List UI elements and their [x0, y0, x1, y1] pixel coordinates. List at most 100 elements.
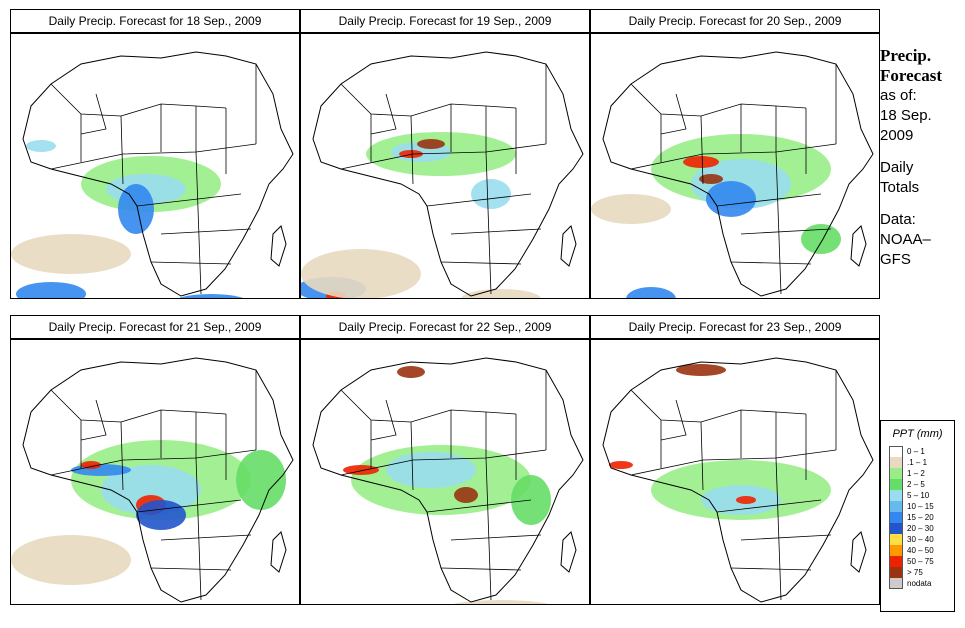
- country-border: [340, 449, 547, 476]
- legend-title: PPT (mm): [892, 428, 943, 440]
- country-border: [485, 151, 492, 295]
- heading-line1: Precip.: [880, 46, 932, 65]
- legend-label: .1 – 1: [907, 458, 928, 467]
- legend-rows: 0 – 1 .1 – 1 1 – 2 2 – 5 5 – 10 10 – 15 15 – 2…: [881, 446, 954, 589]
- precip-area: [101, 465, 201, 515]
- country-border: [50, 389, 227, 423]
- legend-item: 30 – 40: [889, 534, 954, 545]
- country-border: [716, 193, 822, 207]
- legend-swatch: [889, 479, 903, 490]
- totals-line1: Daily: [880, 159, 914, 176]
- legend-swatch: [889, 567, 903, 578]
- africa-coastline: [22, 51, 294, 297]
- precip-area: [676, 364, 726, 376]
- country-border: [120, 421, 124, 491]
- legend-swatch: [889, 534, 903, 545]
- country-border: [716, 499, 822, 513]
- legend-swatch: [889, 468, 903, 479]
- legend-label: 30 – 40: [907, 535, 934, 544]
- country-border: [440, 261, 522, 265]
- legend-item: 50 – 75: [889, 556, 954, 567]
- country-border: [660, 399, 687, 441]
- precip-area: [461, 289, 541, 298]
- precip-area: [136, 500, 186, 530]
- country-border: [150, 261, 232, 265]
- sidebar-info: Precip. Forecast as of: 18 Sep. 2009 Dai…: [880, 46, 965, 270]
- precip-area: [699, 174, 723, 184]
- madagascar-outline: [560, 225, 577, 267]
- country-border: [775, 151, 782, 295]
- legend-label: 15 – 20: [907, 513, 934, 522]
- heading-line2: Forecast: [880, 66, 942, 85]
- country-border: [450, 534, 542, 541]
- legend-label: nodata: [907, 579, 932, 588]
- country-border: [700, 421, 704, 491]
- country-border: [410, 115, 414, 185]
- country-border: [120, 115, 124, 185]
- africa-coastline: [602, 357, 874, 603]
- africa-coastline: [22, 357, 294, 603]
- precip-area: [736, 496, 756, 504]
- precip-area: [417, 139, 445, 149]
- legend-swatch: [889, 446, 903, 457]
- precip-area: [591, 194, 671, 224]
- country-border: [136, 499, 242, 513]
- country-border: [160, 228, 252, 235]
- legend-label: 20 – 30: [907, 524, 934, 533]
- legend-item: 10 – 15: [889, 501, 954, 512]
- africa-coastline: [312, 357, 584, 603]
- legend-item: 40 – 50: [889, 545, 954, 556]
- legend-label: 5 – 10: [907, 491, 930, 500]
- legend-label: > 75: [907, 568, 923, 577]
- legend-label: 10 – 15: [907, 502, 934, 511]
- panel-title: Daily Precip. Forecast for 21 Sep., 2009: [10, 315, 300, 339]
- country-border: [775, 457, 782, 601]
- precip-area: [801, 224, 841, 254]
- country-border: [370, 93, 397, 135]
- country-border: [370, 399, 397, 441]
- forecast-panel-23-sep: Daily Precip. Forecast for 23 Sep., 2009: [590, 315, 880, 605]
- legend-label: 2 – 5: [907, 480, 925, 489]
- country-border: [340, 389, 517, 423]
- precip-area: [11, 234, 131, 274]
- totals-line2: Totals: [880, 179, 920, 196]
- legend-swatch: [889, 578, 903, 589]
- precip-area: [626, 287, 676, 298]
- country-border: [410, 421, 414, 491]
- precip-area: [386, 452, 476, 488]
- data-line2: NOAA–: [880, 231, 931, 248]
- forecast-panel-19-sep: Daily Precip. Forecast for 19 Sep., 2009: [300, 9, 590, 299]
- legend-item: nodata: [889, 578, 954, 589]
- legend-item: 5 – 10: [889, 490, 954, 501]
- panel-title: Daily Precip. Forecast for 19 Sep., 2009: [300, 9, 590, 33]
- country-border: [195, 457, 202, 601]
- legend-swatch: [889, 457, 903, 468]
- precip-area: [453, 600, 549, 604]
- legend-item: .1 – 1: [889, 457, 954, 468]
- madagascar-outline: [850, 531, 867, 573]
- country-border: [730, 261, 812, 265]
- legend-item: 1 – 2: [889, 468, 954, 479]
- precip-area: [16, 282, 86, 298]
- legend-item: > 75: [889, 567, 954, 578]
- legend-label: 1 – 2: [907, 469, 925, 478]
- legend-label: 50 – 75: [907, 557, 934, 566]
- precip-map: [10, 33, 300, 299]
- precip-map: [10, 339, 300, 605]
- precip-area: [26, 140, 56, 152]
- country-border: [740, 228, 832, 235]
- precip-area: [471, 179, 511, 209]
- country-border: [426, 499, 532, 513]
- country-border: [660, 93, 687, 135]
- legend-label: 0 – 1: [907, 447, 925, 456]
- precip-area: [179, 294, 243, 298]
- country-border: [730, 567, 812, 571]
- precip-area: [118, 184, 154, 234]
- precip-legend: PPT (mm) 0 – 1 .1 – 1 1 – 2 2 – 5 5 – 10 10 –…: [880, 420, 955, 612]
- country-border: [340, 143, 547, 170]
- forecast-panel-22-sep: Daily Precip. Forecast for 22 Sep., 2009: [300, 315, 590, 605]
- legend-item: 15 – 20: [889, 512, 954, 523]
- data-line3: GFS: [880, 251, 911, 268]
- country-border: [160, 534, 252, 541]
- country-border: [485, 457, 492, 601]
